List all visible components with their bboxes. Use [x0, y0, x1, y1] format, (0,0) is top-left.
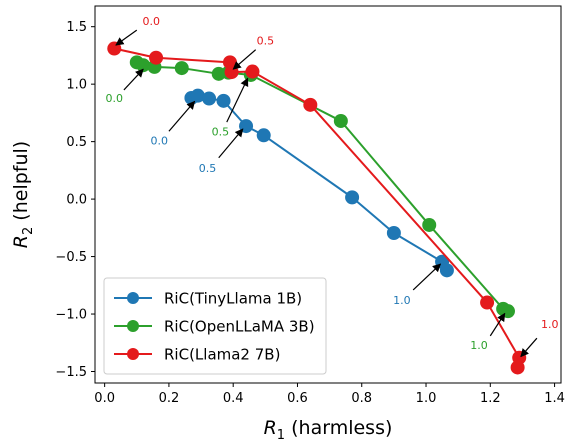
- y-tick-label: −1.0: [55, 308, 87, 323]
- legend-entry: RiC(Llama2 7B): [114, 346, 280, 364]
- x-axis-symbol: R: [264, 417, 277, 439]
- data-point: [333, 113, 348, 128]
- legend-swatch-marker: [127, 320, 139, 332]
- annotation-label: 0.0: [142, 15, 160, 28]
- annotation: 0.5: [212, 77, 249, 138]
- x-tick-label: 0.8: [351, 391, 372, 406]
- y-tick-label: 1.5: [66, 20, 87, 35]
- data-point: [303, 97, 318, 112]
- data-point: [190, 88, 205, 103]
- x-tick-label: 1.4: [544, 391, 565, 406]
- data-point: [107, 41, 122, 56]
- x-tick-label: 0.6: [287, 391, 308, 406]
- data-point: [345, 190, 360, 205]
- data-point: [216, 93, 231, 108]
- legend-box: [103, 277, 327, 375]
- annotation-label: 0.0: [106, 92, 124, 105]
- y-tick-label: 0.5: [66, 135, 87, 150]
- legend-label: RiC(TinyLlama 1B): [164, 290, 302, 308]
- annotation: 0.0: [115, 15, 160, 46]
- data-point: [149, 50, 164, 65]
- annotation-arrow: [489, 312, 506, 337]
- data-point: [386, 226, 401, 241]
- series-line: [191, 94, 448, 271]
- annotation-arrow: [168, 100, 196, 132]
- data-point: [439, 263, 454, 278]
- data-point: [245, 64, 260, 79]
- data-point: [224, 65, 239, 80]
- x-tick-label: 0.2: [159, 391, 180, 406]
- data-point: [202, 91, 217, 106]
- y-tick-label: 0.0: [66, 193, 87, 208]
- y-axis-text: (helpful): [10, 141, 32, 227]
- x-axis-subscript: 1: [277, 428, 285, 443]
- legend-swatch-marker: [127, 348, 139, 360]
- annotation-arrow: [123, 68, 144, 91]
- annotation-label: 0.5: [199, 162, 217, 175]
- annotation-layer: 0.0 0.5 0.0 0.0 0.5 0.5 1.0 1.0 1.0: [106, 15, 559, 358]
- y-tick-label: −1.5: [55, 365, 87, 380]
- data-point: [480, 295, 495, 310]
- y-tick-label: −0.5: [55, 250, 87, 265]
- x-axis-title: R1 (harmless): [264, 417, 393, 443]
- annotation-label: 1.0: [541, 318, 559, 331]
- legend-label: RiC(Llama2 7B): [164, 346, 280, 364]
- data-point: [510, 360, 525, 375]
- plot-frame: [94, 5, 562, 384]
- data-point: [256, 128, 271, 143]
- annotation-arrow: [520, 337, 538, 358]
- annotation: 1.0: [520, 318, 559, 358]
- legend-entry: RiC(OpenLLaMA 3B): [114, 318, 315, 336]
- annotation: 0.5: [199, 128, 244, 175]
- x-tick-label: 0.0: [94, 391, 115, 406]
- x-axis-text: (harmless): [285, 417, 392, 439]
- annotation: 0.0: [151, 100, 196, 147]
- legend: RiC(TinyLlama 1B) RiC(OpenLLaMA 3B) RiC(Ll…: [103, 277, 327, 375]
- x-tick-label: 0.4: [223, 391, 244, 406]
- annotation: 0.0: [106, 68, 144, 105]
- x-tick-label: 1.0: [416, 391, 437, 406]
- x-tick-label: 1.2: [480, 391, 501, 406]
- y-tick-label: 1.0: [66, 78, 87, 93]
- tick-layer: 0.0 0.2 0.4 0.6 0.8 1.0 1.2 1.4 −1.5 −1.0 −0.5 0.0 0…: [55, 20, 564, 406]
- annotation-arrow: [115, 29, 138, 46]
- data-point: [174, 61, 189, 76]
- annotation-label: 0.5: [257, 34, 275, 47]
- series-0: [184, 88, 454, 278]
- legend-entry: RiC(TinyLlama 1B): [114, 290, 302, 308]
- annotation-arrow: [232, 49, 257, 70]
- annotation-label: 0.5: [212, 125, 230, 138]
- y-axis-symbol: R: [10, 235, 32, 248]
- annotation: 1.0: [470, 312, 506, 352]
- annotation: 0.5: [232, 34, 275, 70]
- legend-label: RiC(OpenLLaMA 3B): [164, 318, 315, 336]
- data-point: [422, 217, 437, 232]
- annotation-label: 1.0: [393, 294, 411, 307]
- legend-swatch-marker: [127, 292, 139, 304]
- annotation-arrow: [226, 77, 249, 123]
- annotation-label: 1.0: [470, 339, 488, 352]
- annotation: 1.0: [393, 263, 442, 307]
- y-axis-subscript: 2: [21, 227, 36, 235]
- annotation-label: 0.0: [151, 134, 169, 147]
- annotation-arrow: [218, 128, 244, 159]
- y-axis-title: R2 (helpful): [10, 141, 36, 248]
- annotation-arrow: [412, 263, 442, 291]
